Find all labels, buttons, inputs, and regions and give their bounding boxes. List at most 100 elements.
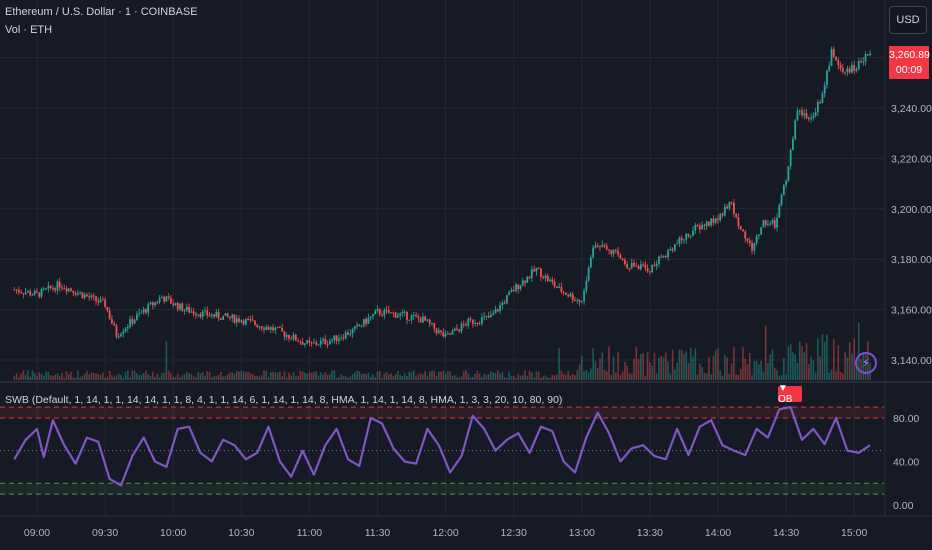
volume-bar (735, 374, 737, 380)
volume-bar (739, 369, 742, 380)
volume-bar (637, 358, 640, 380)
volume-bar (540, 377, 542, 380)
indicator-legend[interactable]: SWB (Default, 1, 14, 1, 1, 14, 14, 1, 1,… (5, 394, 563, 406)
candle (687, 233, 690, 237)
time-tick-label: 13:30 (637, 527, 663, 539)
volume-bar (798, 341, 801, 380)
candle (540, 268, 542, 278)
volume-bar (415, 376, 417, 380)
volume-bar (551, 375, 554, 380)
volume-bar (472, 376, 474, 380)
volume-bar (99, 375, 102, 380)
candle (42, 288, 45, 290)
volume-bar (186, 372, 188, 380)
volume-bar (490, 371, 492, 380)
volume-bar (13, 376, 16, 380)
volume-legend[interactable]: Vol · ETH (5, 24, 53, 36)
candle (685, 233, 688, 240)
volume-bar (88, 374, 91, 380)
volume-bar (199, 373, 202, 380)
volume-bar (839, 372, 842, 380)
bar-countdown: 00:09 (895, 64, 923, 76)
lightning-icon[interactable]: ⚡ (855, 352, 877, 374)
candle (322, 338, 324, 341)
volume-bar (213, 376, 215, 380)
candle (92, 295, 95, 297)
candle (226, 313, 229, 317)
volume-bar (803, 352, 806, 380)
volume-bar (428, 371, 431, 380)
volume-bar (581, 355, 583, 380)
volume-bar (301, 371, 304, 380)
volume-bar (403, 373, 406, 380)
candle (67, 288, 70, 292)
currency-button[interactable]: USD (889, 6, 927, 34)
candle (778, 204, 781, 218)
volume-bar (710, 374, 712, 380)
candle (608, 249, 610, 251)
volume-bar (755, 360, 758, 380)
candle (313, 342, 315, 344)
volume-bar (33, 373, 36, 380)
volume-bar (274, 372, 277, 380)
candle (101, 299, 104, 301)
candle (45, 288, 47, 290)
candle (689, 235, 692, 237)
volume-bar (730, 363, 733, 380)
volume-bar (392, 376, 395, 380)
candle (292, 334, 295, 340)
time-tick-label: 14:30 (773, 527, 799, 539)
volume-bar (440, 371, 442, 380)
candle (603, 244, 606, 246)
volume-bar (612, 357, 615, 380)
volume-bar (655, 373, 658, 380)
volume-bar (127, 370, 129, 380)
candle (288, 335, 290, 339)
candle (710, 218, 713, 226)
volume-bar (447, 370, 449, 380)
volume-bar (565, 375, 567, 380)
candle (360, 325, 363, 327)
candle (38, 292, 41, 297)
volume-bar (81, 375, 84, 380)
time-axis[interactable]: 09:00 09:30 10:00 10:30 11:00 11:30 12:00 12:30… (24, 527, 868, 539)
candle (533, 269, 536, 272)
candle (639, 264, 642, 270)
candle (224, 313, 227, 316)
price-tick-label: 3,140.00 (891, 355, 932, 367)
volume-bar (40, 374, 43, 380)
symbol-title[interactable]: Ethereum / U.S. Dollar · 1 · COINBASE (5, 6, 198, 18)
candle (206, 310, 209, 316)
candle (814, 112, 817, 116)
candle (172, 303, 175, 305)
volume-bar (283, 371, 286, 380)
volume-bar (521, 375, 524, 380)
candle (782, 185, 785, 196)
volume-bar (77, 370, 79, 380)
candle (190, 311, 193, 313)
volume-bar (38, 372, 41, 380)
candle (812, 115, 815, 118)
candle (278, 326, 281, 328)
candle (358, 324, 361, 327)
candle (580, 301, 583, 303)
candle (649, 271, 651, 273)
candle (81, 292, 84, 298)
volume-bar (476, 370, 479, 380)
candle (680, 237, 683, 240)
volume-bar (319, 372, 322, 380)
candle (594, 245, 597, 248)
volume-bar (79, 377, 81, 380)
candle (86, 294, 88, 297)
candle (365, 318, 368, 324)
candle (347, 332, 349, 335)
price-axis[interactable]: 3,240.00 3,220.00 3,200.00 3,180.00 3,160.00… (891, 103, 932, 512)
candle (199, 314, 202, 317)
volume-bar (576, 370, 579, 380)
volume-bar (462, 371, 465, 380)
volume-bar (324, 372, 327, 380)
candle (776, 217, 778, 228)
candle (667, 250, 669, 258)
time-tick-label: 15:00 (841, 527, 867, 539)
